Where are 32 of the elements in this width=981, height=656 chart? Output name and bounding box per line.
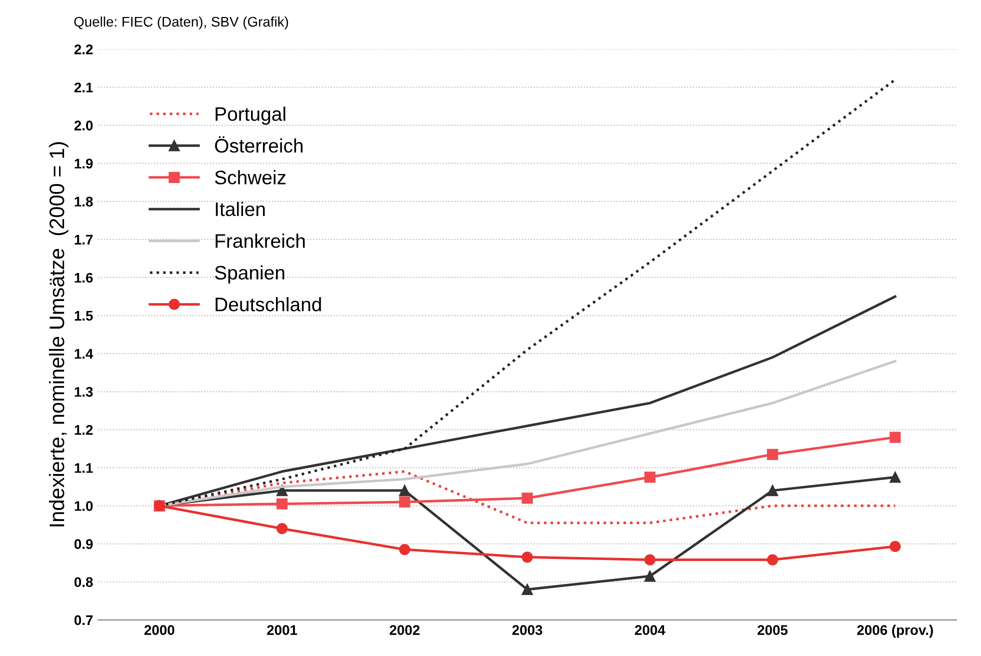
y-tick-label: 1.5 [74, 311, 93, 321]
legend-label: Frankreich [216, 234, 305, 248]
y-tick-label: 1.9 [74, 158, 93, 169]
y-tick-label: 0.8 [74, 577, 93, 588]
y-tick-label: 2.0 [74, 120, 93, 130]
x-tick-label: 2002 [390, 625, 420, 635]
x-tick-label: 2004 [634, 625, 666, 635]
y-tick-label: 1.4 [74, 349, 94, 359]
y-tick-label: 1.8 [74, 196, 93, 207]
y-tick-label: 1.7 [74, 234, 93, 244]
x-tick-label: 2001 [267, 625, 298, 635]
y-tick-label: 1.0 [74, 501, 93, 511]
y-tick-label: 0.7 [74, 615, 93, 626]
y-tick-label: 1.2 [74, 425, 93, 435]
y-tick-label: 2.1 [74, 82, 93, 92]
x-tick-label: 2003 [512, 625, 542, 635]
y-tick-label: 1.3 [74, 386, 93, 397]
legend-label: Italien [216, 202, 265, 216]
y-tick-label: 1.1 [74, 463, 93, 473]
source-note: Quelle: FIEC (Daten), SBV (Grafik) [74, 16, 288, 30]
x-tick-label: 2000 [144, 625, 174, 635]
legend-label: Portugal [216, 106, 286, 125]
legend-label: Österreich [215, 136, 303, 153]
y-tick-label: 1.6 [74, 272, 93, 283]
y-axis-title: Indexierte, nominelle Umsätze (2000 = 1) [48, 142, 68, 526]
y-tick-label: 2.2 [74, 44, 93, 54]
y-tick-label: 0.9 [74, 539, 93, 549]
legend-label: Deutschland [216, 297, 321, 312]
legend-label: Spanien [214, 265, 284, 284]
legend-label: Schweiz [214, 170, 286, 184]
x-tick-label: 2006 (prov.) [857, 624, 933, 638]
x-tick-label: 2005 [758, 625, 788, 635]
